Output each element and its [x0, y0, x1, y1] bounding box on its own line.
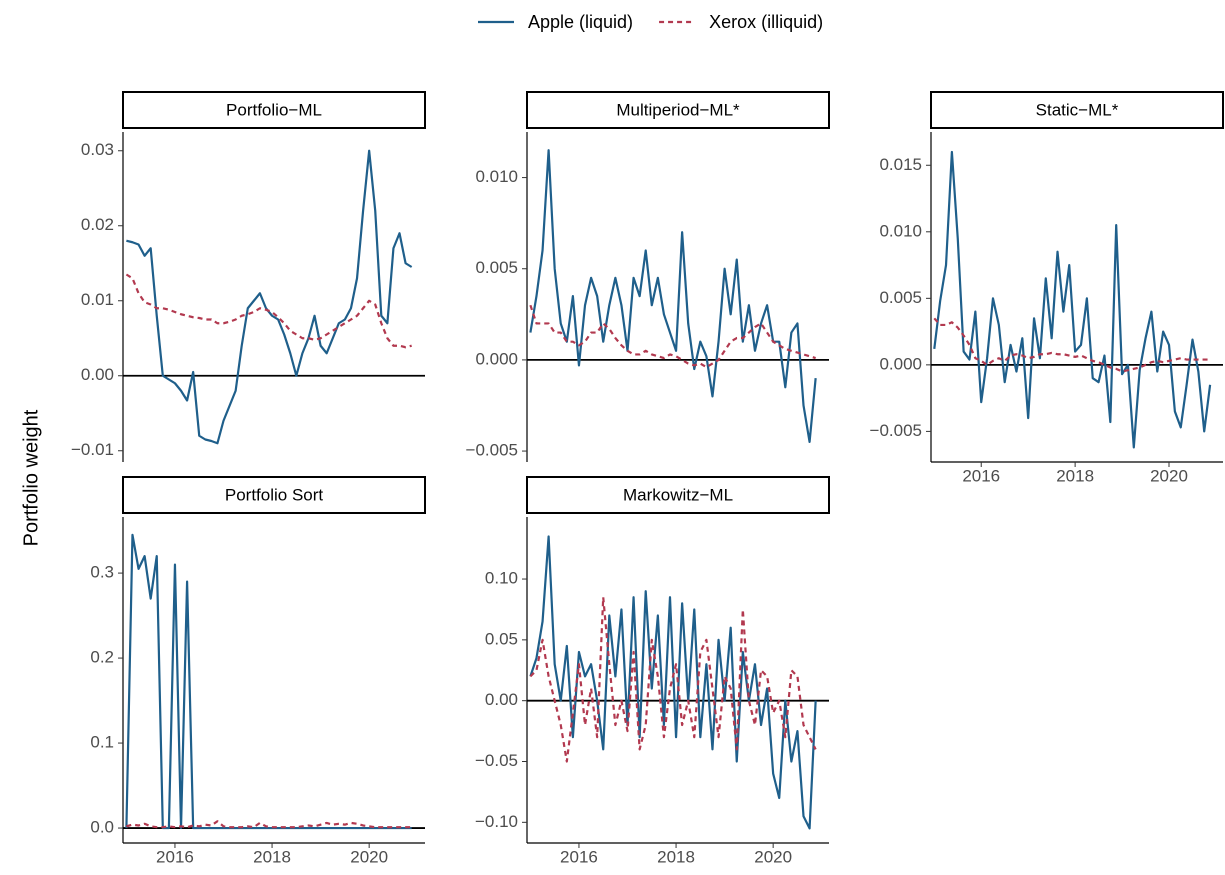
y-tick-label: 0.00	[81, 365, 114, 384]
strip	[122, 476, 426, 514]
x-tick-label: 2018	[253, 847, 291, 866]
strip	[930, 91, 1224, 129]
y-tick-label: 0.2	[90, 648, 114, 667]
series-line	[529, 149, 817, 444]
y-tick-label: −0.05	[475, 751, 518, 770]
x-tick-label: 2016	[560, 847, 598, 866]
y-tick-label: 0.03	[81, 140, 114, 159]
y-tick-label: 0.3	[90, 563, 114, 582]
y-tick-label: 0.02	[81, 215, 114, 234]
series-line	[529, 535, 817, 830]
series-line	[529, 304, 816, 369]
x-tick-label: 2018	[657, 847, 695, 866]
y-tick-label: 0.00	[485, 690, 518, 709]
strip-title: Static−ML*	[1036, 100, 1119, 119]
x-tick-label: 2016	[962, 466, 1000, 485]
strip	[526, 91, 830, 129]
strip-title: Multiperiod−ML*	[616, 100, 740, 119]
y-tick-label: 0.05	[485, 629, 518, 648]
y-tick-label: 0.000	[879, 354, 922, 373]
y-tick-label: −0.10	[475, 812, 518, 831]
strip-title: Markowitz−ML	[623, 485, 733, 504]
y-tick-label: −0.005	[466, 441, 518, 460]
x-tick-label: 2020	[754, 847, 792, 866]
y-tick-label: 0.000	[475, 349, 518, 368]
y-tick-label: 0.0	[90, 818, 114, 837]
y-tick-label: 0.010	[879, 221, 922, 240]
strip	[122, 91, 426, 129]
y-tick-label: 0.005	[879, 288, 922, 307]
x-tick-label: 2018	[1056, 466, 1094, 485]
y-tick-label: 0.01	[81, 290, 114, 309]
series-line	[125, 273, 412, 349]
series-line	[126, 149, 413, 445]
legend-label: Xerox (illiquid)	[709, 12, 823, 32]
x-tick-label: 2016	[156, 847, 194, 866]
y-tick-label: −0.005	[870, 421, 922, 440]
series-line	[125, 533, 412, 830]
series-line	[126, 820, 412, 829]
y-tick-label: 0.10	[485, 569, 518, 588]
y-tick-label: −0.01	[71, 440, 114, 459]
y-tick-label: 0.015	[879, 155, 922, 174]
y-axis-title: Portfolio weight	[20, 409, 42, 546]
y-tick-label: 0.1	[90, 733, 114, 752]
strip-title: Portfolio−ML	[226, 100, 322, 119]
series-line	[933, 150, 1212, 449]
series-line	[529, 596, 817, 763]
y-tick-label: 0.010	[475, 167, 518, 186]
legend-label: Apple (liquid)	[528, 12, 633, 32]
strip	[526, 476, 830, 514]
strip-title: Portfolio Sort	[225, 485, 324, 504]
y-tick-label: 0.005	[475, 258, 518, 277]
x-tick-label: 2020	[350, 847, 388, 866]
x-tick-label: 2020	[1150, 466, 1188, 485]
